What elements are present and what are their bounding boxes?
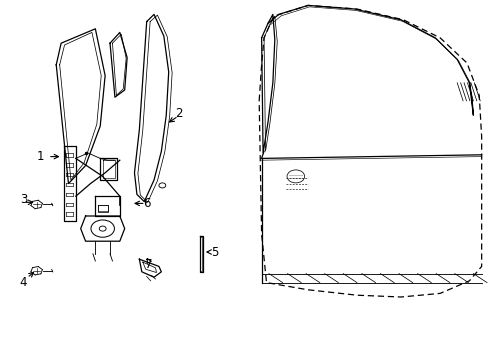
Text: 6: 6 bbox=[142, 197, 150, 210]
Text: 7: 7 bbox=[145, 258, 153, 271]
Text: 5: 5 bbox=[211, 246, 219, 258]
Text: 4: 4 bbox=[20, 276, 27, 289]
Text: 2: 2 bbox=[174, 107, 182, 120]
Text: 3: 3 bbox=[20, 193, 27, 206]
Text: 1: 1 bbox=[36, 150, 44, 163]
